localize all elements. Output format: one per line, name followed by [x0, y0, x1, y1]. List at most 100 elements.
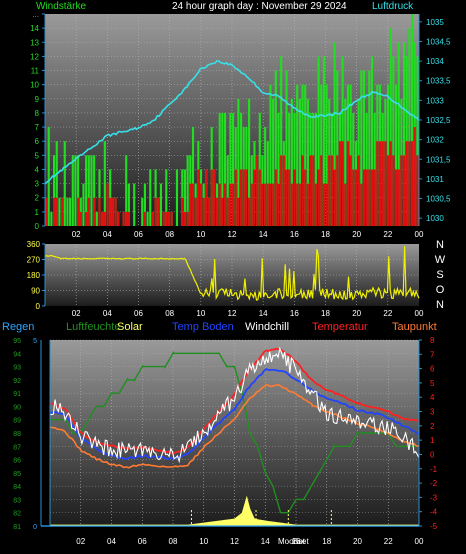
wind-avg-bar	[269, 183, 272, 226]
wind-avg-bar	[103, 211, 106, 226]
wind-avg-bar	[157, 197, 160, 226]
wind-avg-bar	[322, 183, 325, 226]
wind-y-tick-label: 5	[35, 151, 40, 160]
temperature-y-tick-label: 6	[430, 365, 435, 374]
wind-avg-bar	[301, 155, 304, 226]
legend-dewpoint: Taupunkt	[392, 321, 437, 333]
wind-avg-bar	[61, 197, 64, 226]
wind-avg-bar	[93, 197, 96, 226]
legend-solar: Solar	[117, 321, 143, 333]
wind-avg-bar	[85, 211, 88, 226]
wind-avg-bar	[226, 197, 229, 226]
wind-avg-bar	[127, 211, 130, 226]
wind-gust-bar	[69, 197, 72, 226]
temperature-y-tick-label: 7	[430, 350, 435, 359]
wind-gust-bar	[392, 56, 395, 227]
legend-humidity: Luftfeuchte	[66, 321, 120, 333]
temperature-x-tick-label: 18	[322, 537, 331, 546]
wind-avg-bar	[232, 183, 235, 226]
wind-gust-bar	[368, 70, 371, 227]
wind-avg-bar	[320, 155, 323, 226]
wind-gust-bar	[141, 197, 144, 226]
wind-avg-bar	[167, 211, 171, 226]
wind-direction-series	[44, 246, 420, 301]
wind-gust-bar	[264, 127, 267, 226]
temperature-y-tick-label: -4	[430, 508, 438, 517]
wind-avg-bar	[346, 141, 350, 226]
wind-pressure-x-tick-label: 08	[165, 230, 174, 239]
humidity-y-tick-label: 94	[13, 351, 21, 358]
wind-avg-bar	[162, 211, 165, 226]
pressure-line	[44, 59, 420, 185]
wind-gust-bar	[82, 183, 85, 226]
wind-avg-bar	[122, 211, 125, 226]
humidity-y-tick-label: 83	[13, 497, 21, 504]
wind-gust-bar	[389, 28, 392, 227]
wind-avg-bar	[368, 169, 371, 226]
humidity-y-tick-label: 92	[13, 378, 21, 385]
wind-gust-bar	[304, 84, 307, 227]
wind-pressure-x-tick-label: 16	[290, 230, 299, 239]
wind-gust-bar	[66, 197, 69, 226]
wind-avg-bar	[314, 183, 317, 226]
humidity-line	[49, 350, 420, 514]
wind-y-tick-label: 6	[35, 137, 40, 146]
wind-avg-bar	[248, 197, 251, 226]
wind-avg-bar	[234, 169, 237, 226]
temperature-y-tick-label: 0	[430, 450, 435, 459]
wind-avg-bar	[143, 211, 146, 226]
wind-y-tick-label: 12	[30, 52, 39, 61]
pressure-y-tick-label: 1032	[426, 136, 444, 145]
wind-gust-bar	[370, 56, 374, 227]
wind-avg-bar	[317, 169, 320, 226]
pressure-y-tick-label: 1033	[426, 96, 444, 105]
temperature-y-tick-label: 8	[430, 336, 435, 345]
wind-avg-bar	[370, 169, 374, 226]
pressure-y-tick-label: 1030,5	[426, 195, 451, 204]
wind-y-tick-label: 3	[35, 180, 40, 189]
rain-y-tick-label: 0	[33, 524, 37, 531]
wind-gust-bar	[410, 14, 414, 226]
wind-avg-bar	[290, 183, 293, 226]
compass-label: S	[436, 269, 443, 281]
rain-y-tick-label: 5	[33, 338, 37, 345]
wind-direction-x-tick-label: 10	[196, 309, 205, 318]
wind-direction-x-tick-label: 06	[134, 309, 143, 318]
wind-avg-bar	[285, 169, 288, 226]
wind-gust-bar	[87, 155, 90, 226]
wind-avg-bar	[304, 169, 307, 226]
wind-gust-bar	[360, 70, 363, 227]
wind-pressure-x-tick-label: 22	[383, 230, 392, 239]
temperature-x-tick-label: 02	[76, 537, 85, 546]
temperature-x-tick-label: 10	[199, 537, 208, 546]
wind-avg-bar	[328, 155, 331, 226]
wind-avg-bar	[365, 169, 368, 226]
wind-gust-bar	[394, 84, 398, 227]
wind-avg-bar	[397, 169, 400, 226]
wind-gust-bar	[175, 169, 179, 226]
wind-gust-bar	[229, 112, 232, 226]
wind-pressure-x-tick-label: 00	[415, 230, 424, 239]
wind-gust-bar	[280, 56, 283, 227]
wind-y-tick-label: 1	[35, 208, 40, 217]
wind-avg-bar	[165, 211, 168, 226]
wind-avg-bar	[55, 197, 58, 226]
wind-avg-bar	[221, 197, 224, 226]
wind-gust-bar	[277, 112, 280, 226]
wind-avg-bar	[381, 141, 384, 226]
temperature-x-tick-label: 06	[138, 537, 147, 546]
wind-avg-bar	[384, 141, 387, 226]
wind-avg-bar	[309, 155, 312, 226]
wind-avg-bar	[186, 211, 189, 226]
wind-gust-bar	[55, 141, 58, 226]
wind-gust-bar	[232, 112, 235, 226]
wind-gust-bar	[125, 155, 128, 226]
wind-avg-bar	[151, 211, 154, 226]
wind-avg-bar	[117, 211, 120, 226]
solar-area	[49, 495, 420, 527]
temperature-y-tick-label: 2	[430, 422, 435, 431]
wind-gust-bar	[248, 98, 251, 226]
wind-gust-bar	[344, 98, 347, 226]
humidity-y-tick-label: 88	[13, 431, 21, 438]
